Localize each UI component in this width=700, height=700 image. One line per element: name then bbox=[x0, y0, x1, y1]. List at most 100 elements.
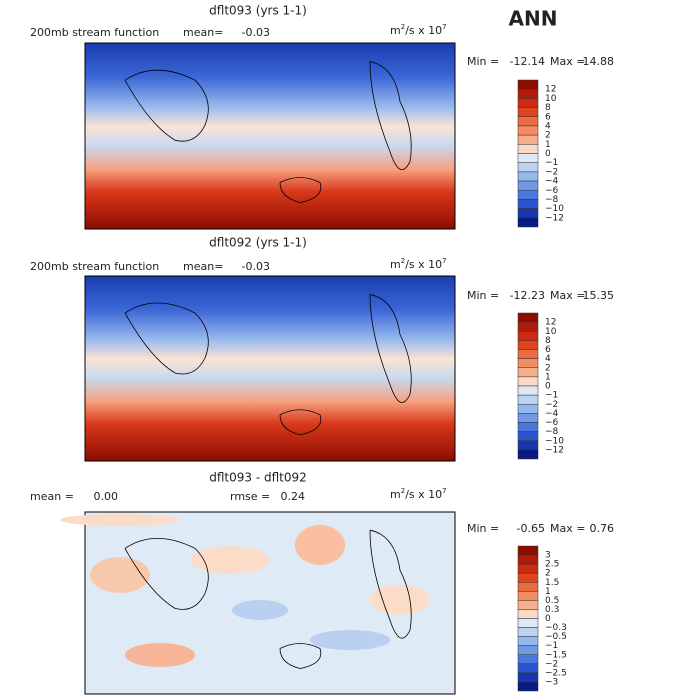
coastline bbox=[124, 294, 412, 436]
colorbar-box bbox=[517, 125, 539, 136]
units-part: 7 bbox=[442, 487, 446, 495]
colorbar-label: −8 bbox=[545, 195, 559, 205]
panel-title: dflt093 - dflt092 bbox=[209, 471, 307, 485]
map-anomaly bbox=[60, 514, 180, 526]
units-part: 2 bbox=[401, 23, 405, 31]
colorbar-box bbox=[517, 358, 539, 368]
colorbar-box bbox=[517, 582, 539, 592]
units-part: /s x 10 bbox=[405, 258, 442, 271]
colorbar-label: −2.5 bbox=[545, 668, 567, 678]
max-label: Max = bbox=[550, 289, 585, 302]
colorbar-label: −1 bbox=[545, 641, 558, 651]
colorbar-label: −8 bbox=[545, 427, 559, 437]
panel-subtitle: 200mb stream function bbox=[30, 26, 159, 39]
map-anomaly bbox=[310, 630, 390, 650]
colorbar-box bbox=[517, 208, 539, 219]
colorbar-box bbox=[517, 440, 539, 451]
colorbar-box bbox=[517, 672, 539, 683]
colorbar-box bbox=[517, 422, 539, 432]
colorbar-label: 2 bbox=[545, 363, 551, 373]
colorbar-box bbox=[517, 331, 539, 341]
mean-label: mean= bbox=[183, 26, 223, 39]
colorbar-box bbox=[517, 190, 539, 200]
colorbar-box bbox=[517, 88, 539, 99]
colorbar-label: 0 bbox=[545, 614, 551, 624]
colorbar-label: −2 bbox=[545, 167, 558, 177]
colorbar-box bbox=[517, 663, 539, 674]
colorbar-label: 10 bbox=[545, 94, 557, 104]
rmse-label: rmse = bbox=[230, 490, 270, 503]
max-label: Max = bbox=[550, 522, 585, 535]
colorbar-box bbox=[517, 340, 539, 350]
max-value: 15.35 bbox=[583, 289, 615, 302]
colorbar-box bbox=[517, 681, 539, 692]
colorbar-label: −1.5 bbox=[545, 650, 567, 660]
colorbar-label: −4 bbox=[545, 177, 559, 187]
colorbar-box bbox=[517, 144, 539, 154]
colorbar-label: 0.5 bbox=[545, 596, 559, 606]
min-label: Min = bbox=[467, 289, 499, 302]
units-part: m bbox=[390, 24, 401, 37]
colorbar-label: 4 bbox=[545, 121, 551, 131]
colorbar-box bbox=[517, 545, 539, 556]
units-part: 7 bbox=[442, 23, 446, 31]
colorbar-box bbox=[517, 572, 539, 583]
units-part: 7 bbox=[442, 257, 446, 265]
colorbar-label: −2 bbox=[545, 400, 558, 410]
colorbar-label: 8 bbox=[545, 103, 551, 113]
colorbar-label: 2.5 bbox=[545, 560, 559, 570]
mean-value: -0.03 bbox=[242, 260, 270, 273]
panel-subtitle: 200mb stream function bbox=[30, 260, 159, 273]
colorbar-label: 3 bbox=[545, 551, 551, 561]
colorbar-box bbox=[517, 449, 539, 460]
colorbar-label: −1 bbox=[545, 391, 558, 401]
colorbar-box bbox=[517, 376, 539, 387]
mean-value: -0.03 bbox=[242, 26, 270, 39]
min-value: -12.14 bbox=[510, 55, 545, 68]
colorbar-label: 6 bbox=[545, 345, 551, 355]
max-label: Max = bbox=[550, 55, 585, 68]
min-value: -0.65 bbox=[517, 522, 545, 535]
units-part: m bbox=[390, 258, 401, 271]
colorbar-box bbox=[517, 199, 539, 209]
colorbar-label: 2 bbox=[545, 131, 551, 141]
colorbar-box bbox=[517, 312, 539, 323]
colorbar-box bbox=[517, 153, 539, 163]
colorbar-box bbox=[517, 591, 539, 601]
colorbar-label: −0.5 bbox=[545, 632, 567, 642]
units: m2/s x 107 bbox=[390, 23, 447, 37]
rmse-value: 0.24 bbox=[281, 490, 306, 503]
colorbar-box bbox=[517, 554, 539, 565]
colorbar-label: 2 bbox=[545, 569, 551, 579]
colorbar-box bbox=[517, 107, 539, 117]
coastline bbox=[124, 529, 412, 669]
units: m2/s x 107 bbox=[390, 487, 447, 501]
units-part: /s x 10 bbox=[405, 488, 442, 501]
mean-label: mean= bbox=[183, 260, 223, 273]
panel-title: dflt092 (yrs 1-1) bbox=[209, 236, 307, 250]
map-anomaly bbox=[232, 600, 288, 620]
colorbar-label: 1 bbox=[545, 587, 551, 597]
colorbar-box bbox=[517, 171, 539, 182]
colorbar-label: 0.3 bbox=[545, 605, 559, 615]
colorbar-box bbox=[517, 413, 539, 423]
colorbar-box bbox=[517, 618, 539, 628]
colorbar-label: −2 bbox=[545, 659, 558, 669]
colorbar-label: −3 bbox=[545, 677, 558, 687]
colorbar-label: −6 bbox=[545, 186, 559, 196]
map-anomaly bbox=[90, 557, 150, 593]
units-part: /s x 10 bbox=[405, 24, 442, 37]
map-field bbox=[84, 42, 456, 230]
panel-subtitle: mean = bbox=[30, 490, 74, 503]
max-value: 0.76 bbox=[590, 522, 615, 535]
mean-value: 0.00 bbox=[94, 490, 119, 503]
map-field bbox=[84, 275, 456, 462]
colorbar-box bbox=[517, 385, 539, 396]
colorbar-box bbox=[517, 645, 539, 655]
colorbar-label: −10 bbox=[545, 436, 564, 446]
colorbar-box bbox=[517, 367, 539, 378]
colorbar-label: 4 bbox=[545, 354, 551, 364]
colorbar-label: 0 bbox=[545, 149, 551, 159]
map-anomaly bbox=[295, 525, 345, 565]
